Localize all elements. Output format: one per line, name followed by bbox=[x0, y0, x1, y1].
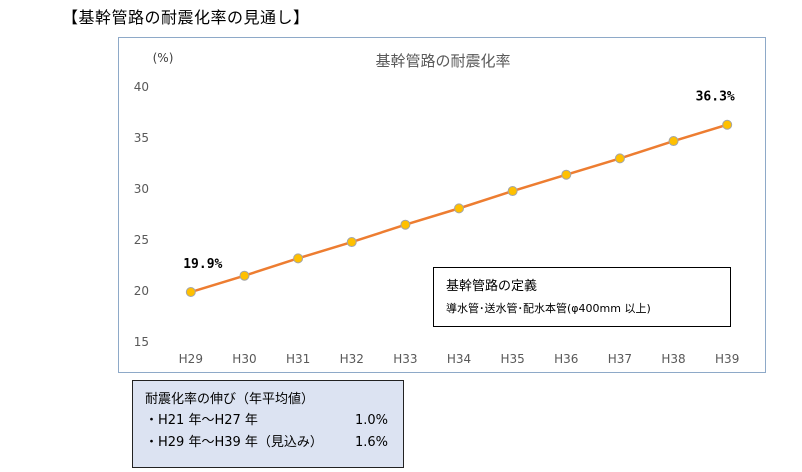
x-tick-label: H31 bbox=[286, 352, 310, 366]
data-point-marker bbox=[454, 203, 464, 214]
data-point-marker bbox=[668, 136, 679, 147]
line-chart: 基幹管路の耐震化率 (%) 15 20 25 30 35 40 H29 H30 H31 H32 H… bbox=[134, 51, 740, 366]
y-tick-label: 25 bbox=[134, 233, 149, 247]
page-heading: 【基幹管路の耐震化率の見通し】 bbox=[62, 8, 310, 27]
x-tick-label: H35 bbox=[500, 352, 524, 366]
growth-rate-period: ・H21 年～H27 年 bbox=[145, 413, 258, 428]
y-tick-label: 35 bbox=[134, 131, 149, 145]
definition-body: 導水管･送水管･配水本管(φ400mm 以上) bbox=[446, 302, 651, 315]
x-tick-label: H29 bbox=[179, 352, 203, 366]
data-point-marker bbox=[507, 186, 518, 197]
data-point-marker bbox=[722, 119, 733, 130]
data-point-marker bbox=[185, 287, 196, 298]
y-tick-label: 20 bbox=[134, 284, 149, 298]
x-tick-label: H39 bbox=[715, 352, 739, 366]
x-tick-label: H34 bbox=[447, 352, 471, 366]
data-point-marker bbox=[293, 253, 304, 264]
x-tick-label: H30 bbox=[232, 352, 256, 366]
growth-rate-box: 耐震化率の伸び（年平均値） ・H21 年～H27 年 1.0% ・H29 年～H… bbox=[132, 380, 404, 468]
y-tick-label: 15 bbox=[134, 335, 149, 349]
data-label: 19.9% bbox=[183, 257, 222, 272]
data-point-marker bbox=[346, 237, 357, 248]
x-tick-label: H37 bbox=[608, 352, 632, 366]
y-axis-unit: (%) bbox=[153, 51, 174, 65]
growth-rate-row: ・H29 年～H39 年（見込み） 1.6% bbox=[145, 432, 403, 454]
chart-frame: 基幹管路の耐震化率 (%) 15 20 25 30 35 40 H29 H30 H31 H32 H… bbox=[118, 37, 766, 373]
growth-rate-value: 1.0% bbox=[355, 413, 389, 428]
growth-rate-period: ・H29 年～H39 年（見込み） bbox=[145, 435, 323, 450]
data-point-marker bbox=[614, 153, 625, 164]
data-point-marker bbox=[561, 169, 572, 180]
x-tick-label: H38 bbox=[661, 352, 685, 366]
definition-box: 基幹管路の定義 導水管･送水管･配水本管(φ400mm 以上) bbox=[433, 267, 731, 327]
x-tick-label: H33 bbox=[393, 352, 417, 366]
data-point-marker bbox=[239, 270, 250, 281]
growth-rate-row: ・H21 年～H27 年 1.0% bbox=[145, 410, 403, 432]
growth-rate-value: 1.6% bbox=[355, 435, 389, 450]
y-tick-label: 40 bbox=[134, 80, 149, 94]
definition-title: 基幹管路の定義 bbox=[446, 279, 538, 294]
x-tick-label: H36 bbox=[554, 352, 578, 366]
x-tick-label: H32 bbox=[340, 352, 364, 366]
data-label: 36.3% bbox=[696, 90, 735, 105]
data-point-marker bbox=[400, 219, 411, 230]
y-tick-label: 30 bbox=[134, 182, 149, 196]
growth-rate-title: 耐震化率の伸び（年平均値） bbox=[145, 392, 315, 407]
chart-title: 基幹管路の耐震化率 bbox=[375, 52, 510, 70]
